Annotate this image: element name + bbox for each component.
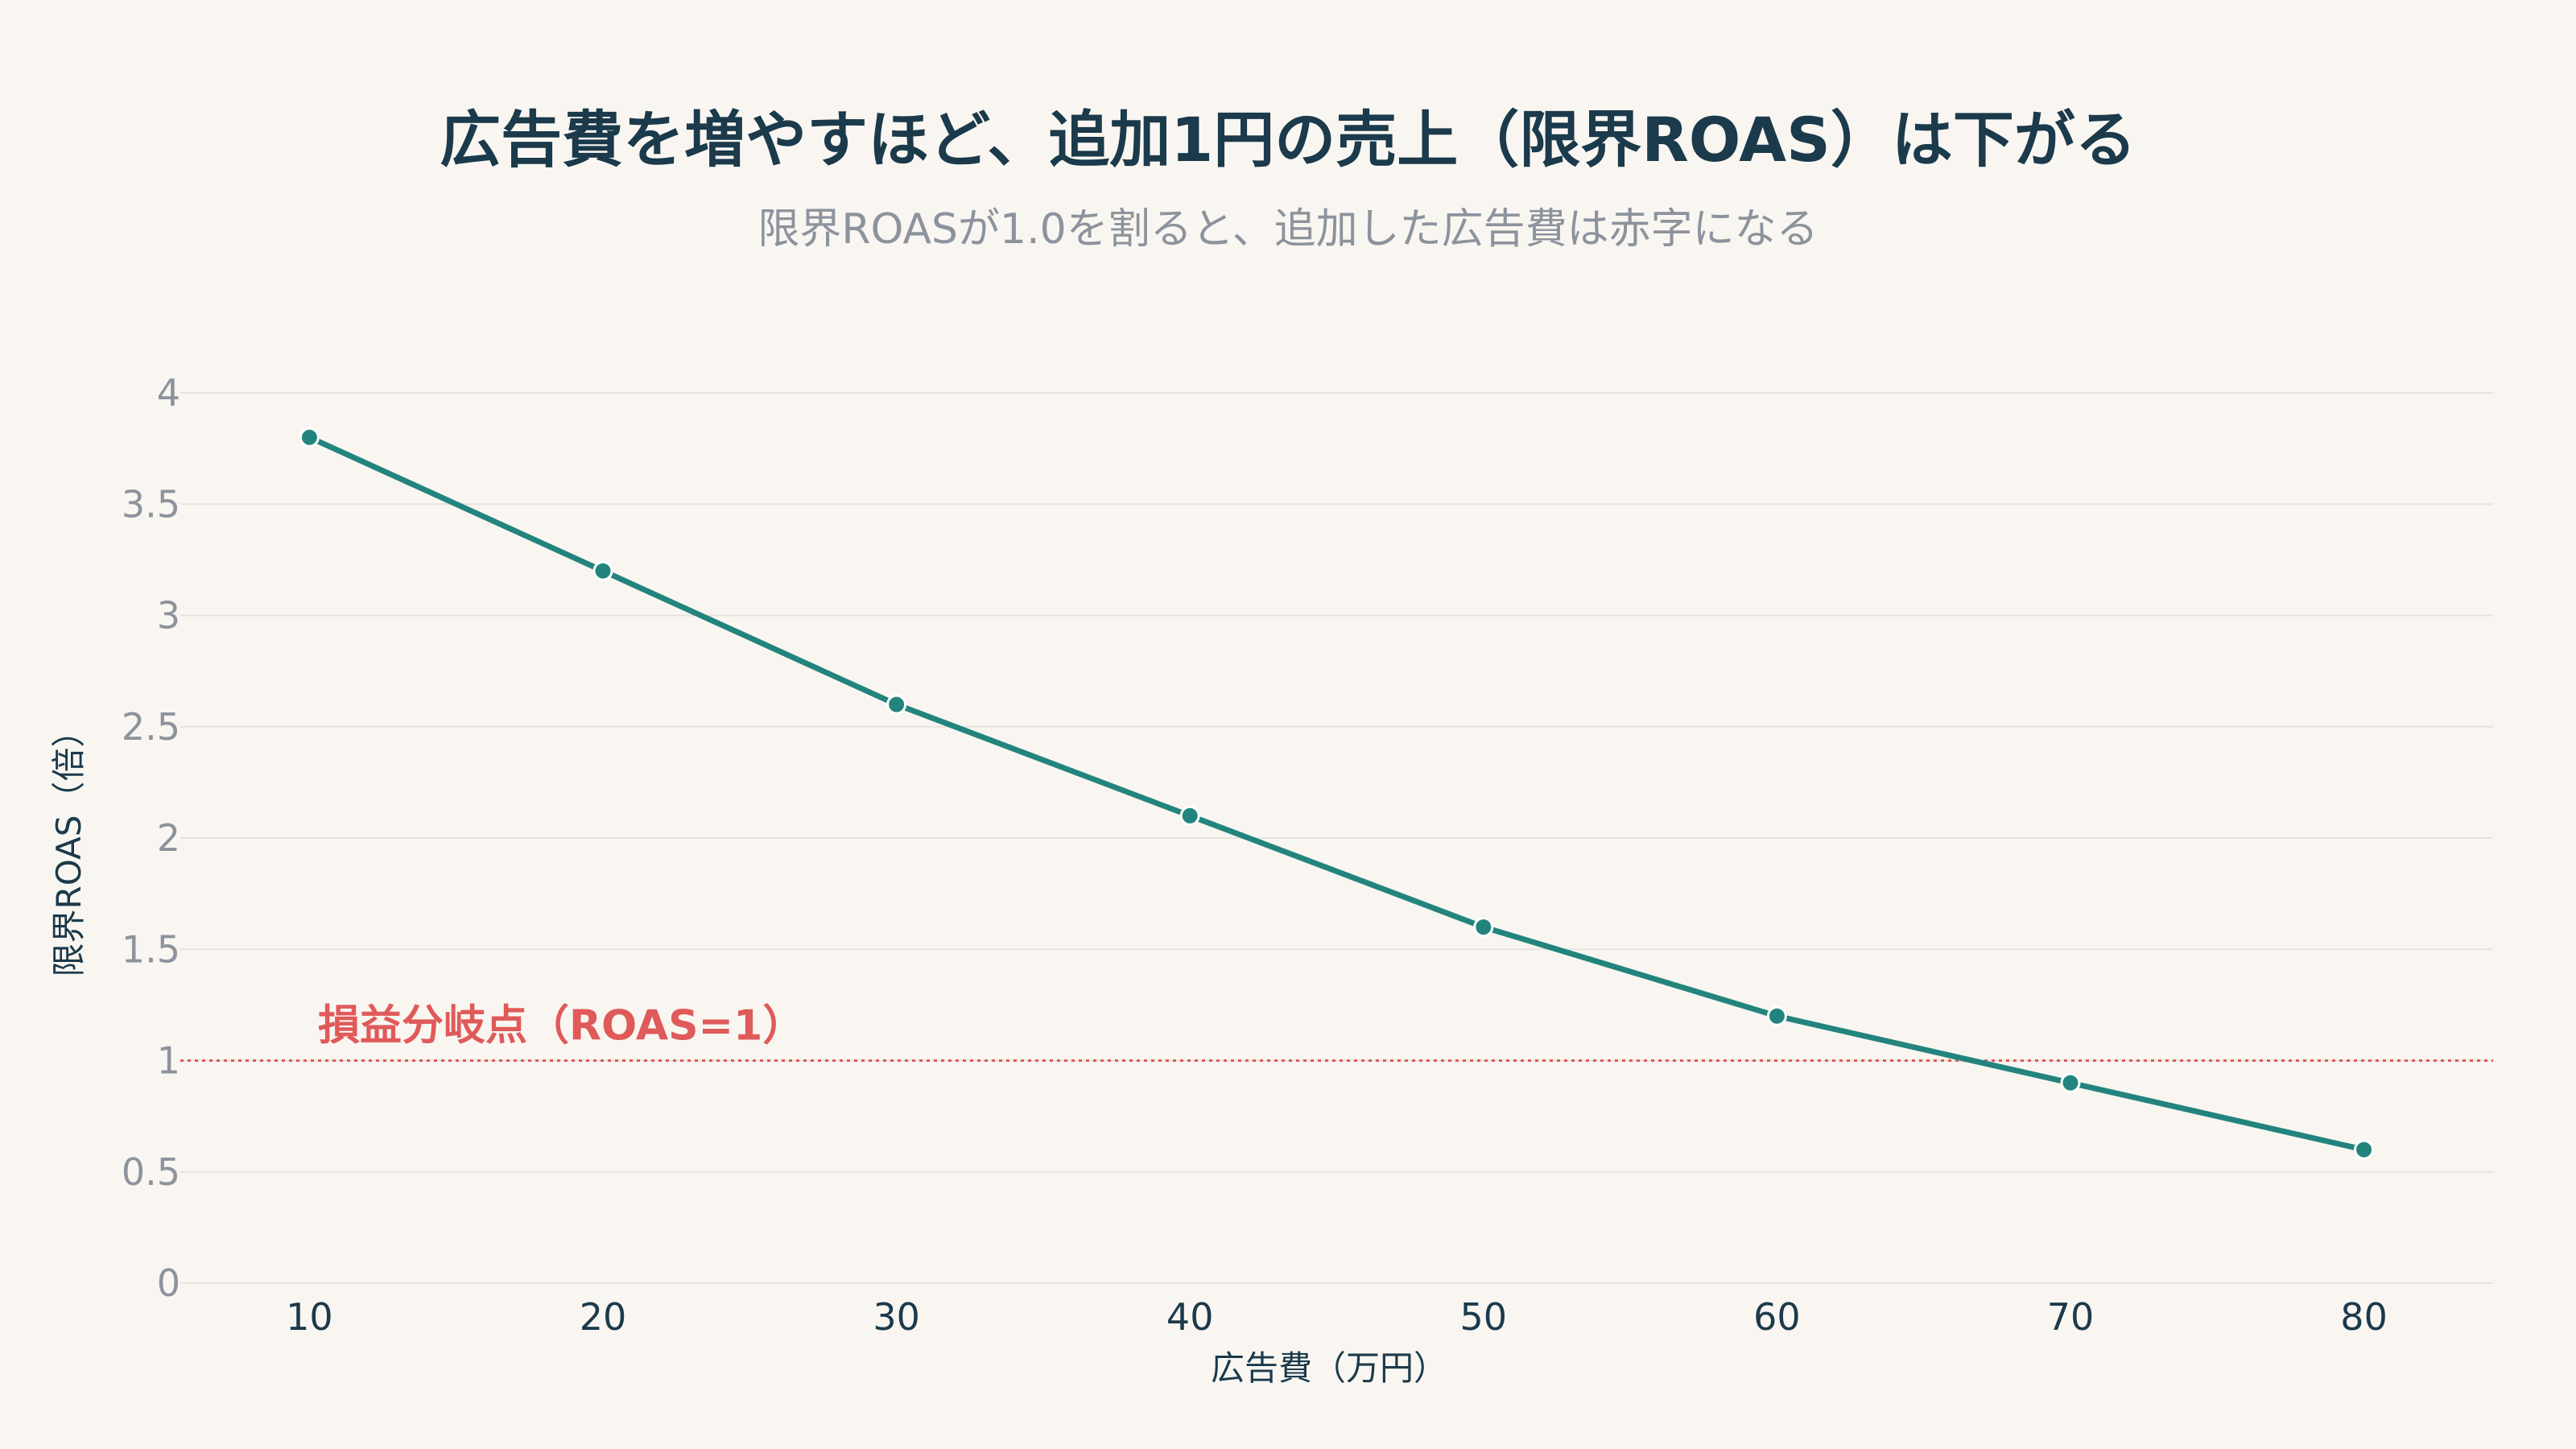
y-tick-label-2: 1 [157,1039,180,1083]
x-tick-label-6: 70 [2047,1295,2095,1339]
y-tick-label-4: 2 [157,816,180,860]
x-axis-ticks: 10 20 30 40 50 60 70 80 [286,1295,2388,1339]
data-point-0 [299,427,320,448]
x-tick-label-5: 60 [1753,1295,1801,1339]
data-point-4 [1473,917,1494,938]
y-tick-label-7: 3.5 [122,482,180,526]
x-tick-label-1: 20 [580,1295,627,1339]
y-tick-label-8: 4 [157,371,180,415]
data-point-2 [886,694,907,715]
y-axis-ticks: 0 0.5 1 1.5 2 2.5 3 3.5 4 [122,371,180,1305]
chart-title: 広告費を増やすほど、追加1円の売上（限界ROAS）は下がる [440,104,2136,175]
reference-line-label: 損益分岐点（ROAS=1） [318,1002,804,1051]
series-line [306,434,2368,1153]
grid-lines [180,392,2493,1284]
y-tick-label-3: 1.5 [122,927,180,971]
x-tick-label-3: 40 [1166,1295,1214,1339]
y-tick-label-0: 0 [157,1261,180,1305]
y-axis-label: 限界ROAS（倍） [49,714,89,977]
x-tick-label-7: 80 [2340,1295,2388,1339]
x-tick-label-0: 10 [286,1295,333,1339]
data-point-1 [592,560,613,581]
x-tick-label-4: 50 [1460,1295,1508,1339]
data-point-3 [1179,805,1200,826]
data-point-5 [1766,1005,1787,1026]
y-tick-label-6: 3 [157,594,180,638]
chart-subtitle: 限界ROASが1.0を割ると、追加した広告費は赤字になる [758,205,1818,254]
x-tick-label-2: 30 [873,1295,920,1339]
y-tick-label-5: 2.5 [122,705,180,749]
y-tick-label-1: 0.5 [122,1150,180,1194]
reference-line-group: 損益分岐点（ROAS=1） [180,1002,2493,1062]
x-axis-label: 広告費（万円） [1211,1348,1447,1388]
data-point-6 [2060,1072,2081,1093]
series-roas [299,427,2375,1160]
data-point-7 [2354,1139,2375,1160]
